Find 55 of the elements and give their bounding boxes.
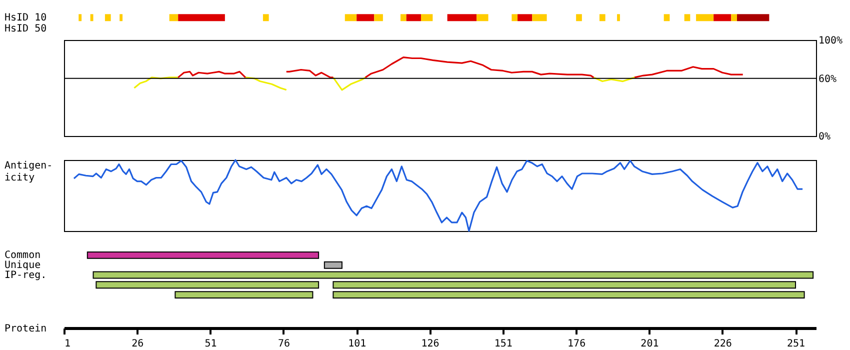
y-tick-label: 0%	[818, 132, 831, 142]
x-tick-label: 251	[786, 338, 806, 350]
y-tick-label: Common	[4, 250, 41, 262]
bar	[374, 14, 383, 22]
bar	[447, 14, 477, 22]
bar	[344, 14, 357, 22]
x-tick-label: 76	[278, 338, 290, 350]
bar	[684, 14, 690, 22]
bar	[696, 14, 714, 22]
bar	[736, 14, 770, 22]
bar	[406, 14, 421, 22]
x-tick-label: 176	[568, 338, 586, 350]
bar	[90, 14, 94, 22]
bar	[664, 14, 670, 22]
bar	[104, 14, 111, 22]
bar	[599, 14, 606, 22]
x-tick-label: 101	[348, 338, 366, 350]
bar	[420, 14, 433, 22]
x-tick-label: 126	[421, 338, 440, 350]
bar	[576, 14, 582, 22]
bar	[92, 271, 814, 279]
x-tick-label: 201	[640, 338, 659, 350]
bar	[120, 14, 123, 22]
x-tick-label: 26	[132, 338, 144, 350]
y-axis-title: Antigen- icity	[4, 160, 53, 184]
bar	[714, 14, 732, 22]
bar	[476, 14, 488, 22]
bar	[731, 14, 737, 22]
x-tick-label: 151	[494, 338, 512, 350]
bar	[332, 281, 796, 289]
y-tick-label: 100%	[818, 36, 843, 46]
bar	[512, 14, 518, 22]
y-tick-label: 60%	[818, 74, 837, 85]
x-tick-label: 1	[64, 338, 71, 350]
bar	[78, 14, 82, 22]
bar	[400, 14, 406, 22]
bar	[356, 14, 374, 22]
bar	[262, 14, 269, 22]
bar	[178, 14, 225, 22]
bar	[169, 14, 178, 22]
x-axis-title: Protein	[4, 324, 47, 334]
bar	[518, 14, 532, 22]
y-tick-label: Unique	[4, 260, 41, 272]
x-tick-label: 226	[714, 338, 732, 350]
y-tick-label: HsID 10	[4, 12, 47, 24]
bar	[86, 251, 320, 259]
y-tick-label: HsID 50	[4, 23, 47, 34]
bar	[174, 291, 314, 299]
bar	[617, 14, 620, 22]
y-tick-label: IP-reg.	[4, 270, 47, 281]
bar	[96, 281, 320, 289]
bar	[532, 14, 547, 22]
x-tick-label: 51	[204, 338, 217, 350]
bar	[332, 291, 805, 299]
bar	[324, 261, 342, 269]
